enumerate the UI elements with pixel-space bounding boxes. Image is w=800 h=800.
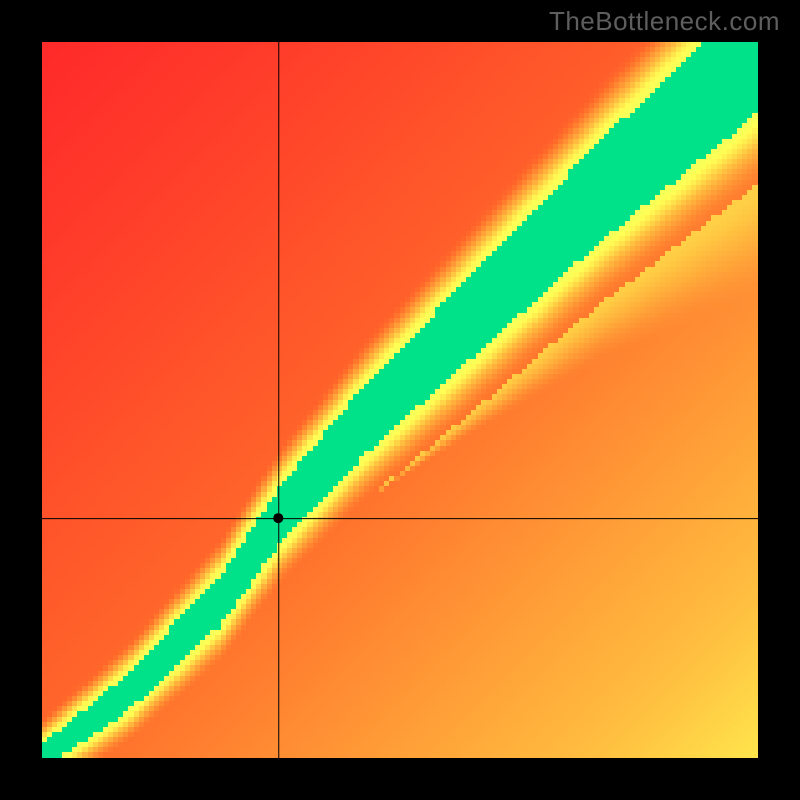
chart-container: { "attribution": "TheBottleneck.com", "a… [0, 0, 800, 800]
bottleneck-heatmap [42, 42, 758, 758]
attribution-text: TheBottleneck.com [549, 6, 780, 37]
